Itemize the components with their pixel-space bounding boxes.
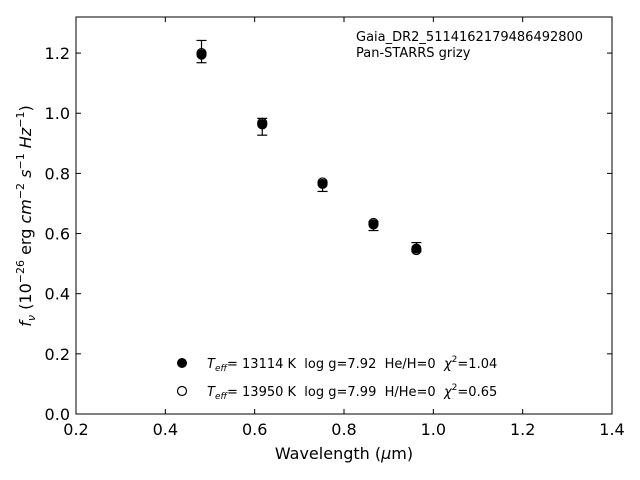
x-tick-label: 1.0 <box>421 420 446 439</box>
legend: Teff= 13114 K log g=7.92 He/H=0 χ2=1.04 … <box>176 355 497 402</box>
model-point-open <box>368 217 379 229</box>
y-tick-label: 0.2 <box>45 345 70 364</box>
y-tick-label: 0.0 <box>45 405 70 424</box>
x-axis-ticks: 0.2 0.4 0.6 0.8 1.0 1.2 1.4 <box>63 17 625 439</box>
y-axis-ticks: 0.0 0.2 0.4 0.6 0.8 1.0 1.2 <box>45 44 612 424</box>
model-point-open <box>196 47 207 59</box>
model-point-open <box>411 244 422 256</box>
y-tick-label: 1.0 <box>45 104 70 123</box>
y-tick-label: 0.8 <box>45 164 70 183</box>
legend-marker-open <box>176 385 188 397</box>
plot-frame <box>75 16 613 415</box>
annotation-star-id: Gaia_DR2_5114162179486492800 <box>356 30 583 45</box>
y-tick-label: 0.6 <box>45 225 70 244</box>
annotation-survey: Pan-STARRS grizy <box>356 46 471 61</box>
x-tick-label: 1.4 <box>599 420 624 439</box>
legend-marker-filled <box>177 358 187 368</box>
y-tick-label: 0.4 <box>45 285 70 304</box>
x-tick-label: 0.2 <box>63 420 88 439</box>
x-axis-label: Wavelength (μm) <box>275 444 413 463</box>
y-tick-label: 1.2 <box>45 44 70 63</box>
y-axis-label: fν (10−26 erg cm−2 s−1 Hz−1) <box>14 105 38 326</box>
x-tick-label: 0.8 <box>331 420 356 439</box>
data-marks <box>196 39 422 256</box>
x-tick-label: 0.4 <box>153 420 178 439</box>
model-point-open <box>257 117 268 128</box>
x-tick-label: 1.2 <box>510 420 535 439</box>
legend-label-open: Teff= 13950 K log g=7.99 H/He=0 χ2=0.65 <box>207 383 497 402</box>
x-tick-label: 0.6 <box>242 420 267 439</box>
model-point-open <box>317 177 328 188</box>
legend-label-filled: Teff= 13114 K log g=7.92 He/H=0 χ2=1.04 <box>207 355 497 374</box>
